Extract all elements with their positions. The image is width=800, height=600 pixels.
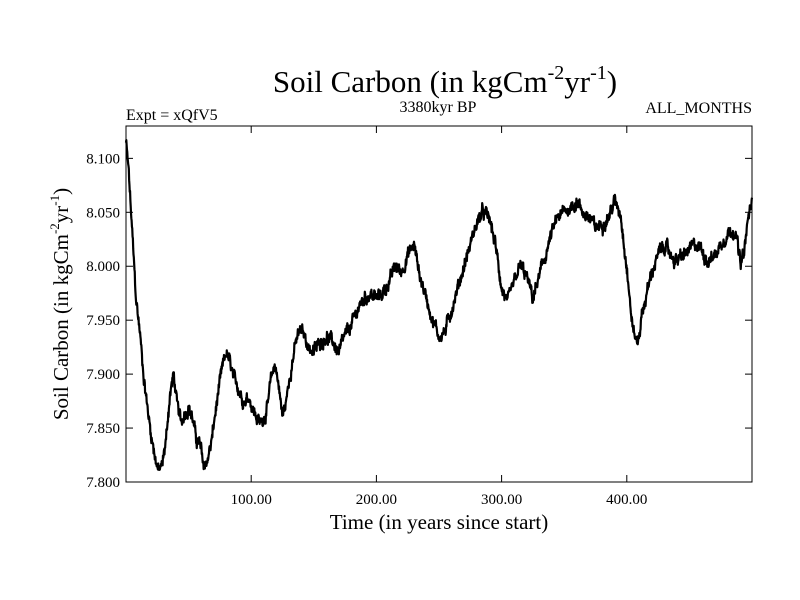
x-tick-label: 300.00 xyxy=(481,492,522,508)
x-axis: 100.00 200.00 300.00 400.00 xyxy=(231,126,647,508)
y-axis-label: Soil Carbon (in kgCm-2yr-1) xyxy=(47,188,73,420)
soil-carbon-series-line xyxy=(124,139,754,472)
x-tick-label: 100.00 xyxy=(231,492,272,508)
y-tick-label: 8.000 xyxy=(86,259,120,275)
period-label: 3380kyr BP xyxy=(400,99,477,116)
x-axis-label: Time (in years since start) xyxy=(330,510,549,534)
chart-title: Soil Carbon (in kgCm-2yr-1) xyxy=(273,62,617,99)
y-tick-label: 7.900 xyxy=(86,367,120,383)
plot-frame xyxy=(125,125,753,483)
x-tick-label: 200.00 xyxy=(356,492,397,508)
months-label: ALL_MONTHS xyxy=(645,100,752,117)
experiment-label: Expt = xQfV5 xyxy=(126,107,218,124)
y-tick-label: 7.850 xyxy=(86,421,120,437)
y-tick-label: 7.800 xyxy=(86,475,120,491)
x-tick-label: 400.00 xyxy=(606,492,647,508)
y-axis: 7.800 7.850 7.900 7.950 8.000 8.050 8.100 xyxy=(86,151,752,491)
y-tick-label: 8.050 xyxy=(86,205,120,221)
y-tick-label: 7.950 xyxy=(86,313,120,329)
y-tick-label: 8.100 xyxy=(86,151,120,167)
